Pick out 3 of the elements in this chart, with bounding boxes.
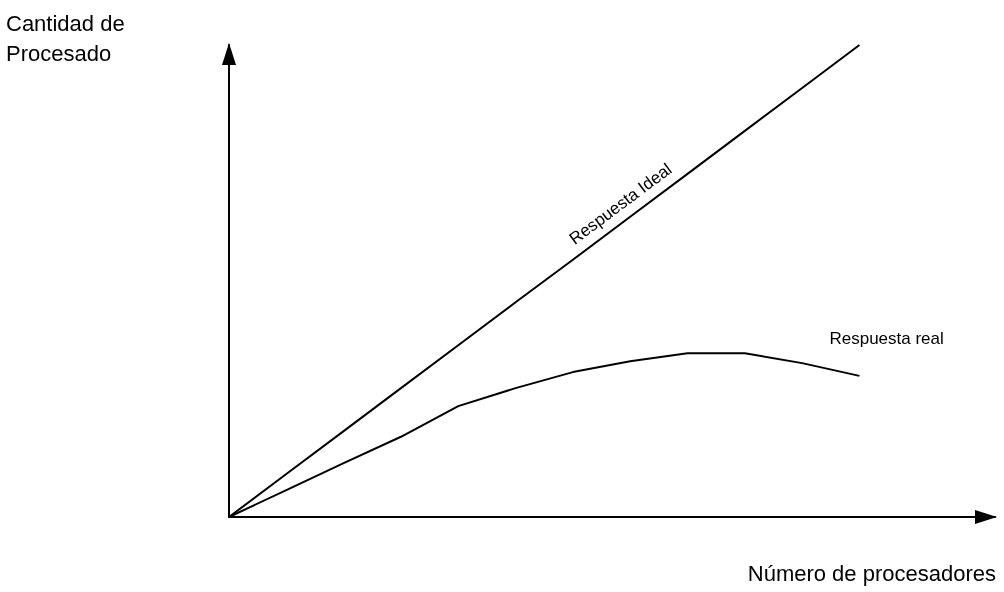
y-axis-title: Cantidad de Procesado	[6, 10, 131, 66]
x-axis-title: Número de procesadores	[747, 560, 997, 586]
series-label: Respuesta real	[829, 328, 944, 348]
